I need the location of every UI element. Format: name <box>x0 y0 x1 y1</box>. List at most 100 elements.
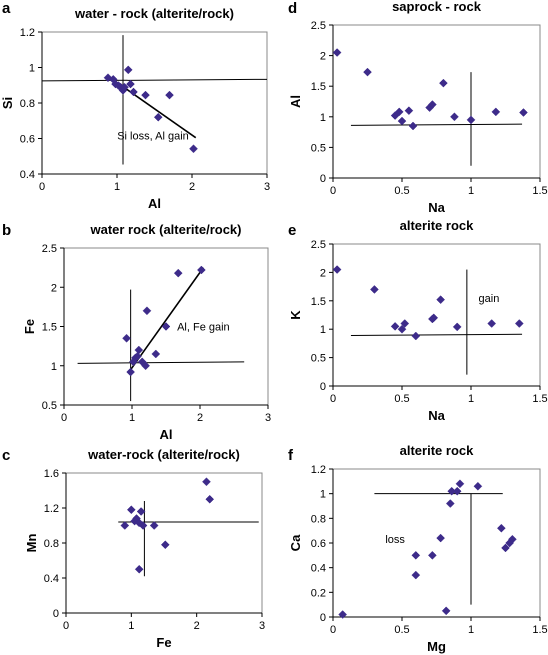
data-point <box>487 319 497 328</box>
y-tick-label: 2.5 <box>311 239 326 251</box>
data-point <box>411 331 421 341</box>
y-tick-label: 1.6 <box>44 468 59 480</box>
x-tick-label: 1.5 <box>532 393 547 405</box>
data-point <box>429 313 439 323</box>
y-tick-label: 0.8 <box>20 98 35 110</box>
x-tick-label: 0 <box>63 620 69 632</box>
data-point <box>134 564 144 574</box>
data-point <box>332 48 342 57</box>
reference-line <box>350 123 523 126</box>
chart-title: water - rock (alterite/rock) <box>74 6 234 21</box>
x-tick-label: 1 <box>468 185 474 197</box>
x-tick-label: 0 <box>61 412 67 424</box>
y-tick-label: 0.8 <box>44 538 59 550</box>
data-point <box>466 115 476 125</box>
data-point <box>514 319 524 328</box>
annotation-label: gain <box>479 293 500 305</box>
panel-letter: a <box>2 0 11 17</box>
panel-letter: c <box>2 447 10 464</box>
data-point <box>411 570 421 580</box>
data-point <box>397 324 407 334</box>
y-tick-label: 0.5 <box>311 142 326 154</box>
data-point <box>141 90 150 100</box>
data-point <box>370 285 379 294</box>
data-point <box>411 550 421 560</box>
data-point <box>149 521 159 530</box>
x-tick-label: 3 <box>264 181 270 193</box>
data-point <box>428 550 437 560</box>
data-point <box>126 79 135 89</box>
data-point <box>151 349 161 359</box>
panel-a: a water - rock (alterite/rock) 0 1 2 3 0.4 0.6 0… <box>0 0 270 211</box>
data-point <box>120 82 129 92</box>
y-tick-label: 1 <box>320 112 326 124</box>
y-tick-label: 0.6 <box>311 538 326 550</box>
x-tick-label: 0 <box>330 624 336 636</box>
chart-title: saprock - rock <box>392 0 482 14</box>
y-tick-label: 1.2 <box>311 464 326 476</box>
y-tick-label: 2 <box>51 282 57 294</box>
data-point <box>439 78 448 88</box>
data-point <box>408 121 418 131</box>
data-point <box>450 112 459 122</box>
chart-title: alterite rock <box>400 218 474 233</box>
y-axis-label: Al <box>288 95 303 108</box>
x-tick-label: 1 <box>114 181 120 193</box>
x-tick-label: 2 <box>197 412 203 424</box>
x-axis-label: Al <box>148 196 161 211</box>
data-point <box>452 322 462 332</box>
data-point <box>332 265 342 274</box>
y-tick-label: 1 <box>29 63 35 75</box>
y-tick-label: 0.4 <box>311 563 326 575</box>
data-point <box>404 106 414 116</box>
data-point <box>363 67 372 77</box>
data-point <box>455 479 465 489</box>
y-tick-label: 1.5 <box>42 322 57 334</box>
y-tick-label: 1.5 <box>311 296 326 308</box>
y-axis-label: Ca <box>288 534 303 551</box>
data-point <box>397 116 407 126</box>
data-point <box>136 507 146 516</box>
chart-title: water-rock (alterite/rock) <box>87 447 240 462</box>
data-point <box>126 505 136 515</box>
x-tick-label: 3 <box>259 620 265 632</box>
annotation-label: Si loss, Al gain <box>117 130 189 142</box>
y-axis-label: Si <box>0 97 15 109</box>
data-point <box>390 322 400 331</box>
y-axis-label: K <box>288 310 303 320</box>
data-point <box>126 367 135 377</box>
reference-line <box>77 361 245 364</box>
data-point <box>202 477 211 487</box>
x-axis-label: Na <box>428 408 445 423</box>
data-point <box>161 322 171 331</box>
data-point <box>133 351 142 361</box>
x-tick-label: 2 <box>194 620 200 632</box>
x-tick-label: 0.5 <box>394 393 409 405</box>
data-point <box>142 306 152 316</box>
x-axis-label: Mg <box>427 639 446 654</box>
data-point <box>141 361 150 371</box>
data-point <box>394 107 404 117</box>
data-point <box>165 90 174 100</box>
data-point <box>122 333 131 343</box>
chart-title: alterite rock <box>400 443 474 458</box>
x-axis-label: Na <box>428 200 445 215</box>
y-tick-label: 0 <box>320 381 326 393</box>
y-tick-label: 1 <box>320 324 326 336</box>
data-point <box>120 521 130 530</box>
x-axis-label: Al <box>160 427 173 442</box>
x-tick-label: 1.5 <box>532 185 547 197</box>
x-tick-label: 1.5 <box>532 624 547 636</box>
annotation-label: Al, Fe gain <box>177 321 230 333</box>
x-tick-label: 0.5 <box>394 624 409 636</box>
plot-area <box>332 24 541 179</box>
y-tick-label: 1 <box>320 489 326 501</box>
y-tick-label: 0.6 <box>20 134 35 146</box>
data-point <box>497 523 506 533</box>
x-tick-label: 0 <box>330 393 336 405</box>
y-tick-label: 0 <box>320 173 326 185</box>
y-tick-label: 2.5 <box>42 243 57 255</box>
y-tick-label: 0.2 <box>311 587 326 599</box>
data-point <box>160 540 170 550</box>
